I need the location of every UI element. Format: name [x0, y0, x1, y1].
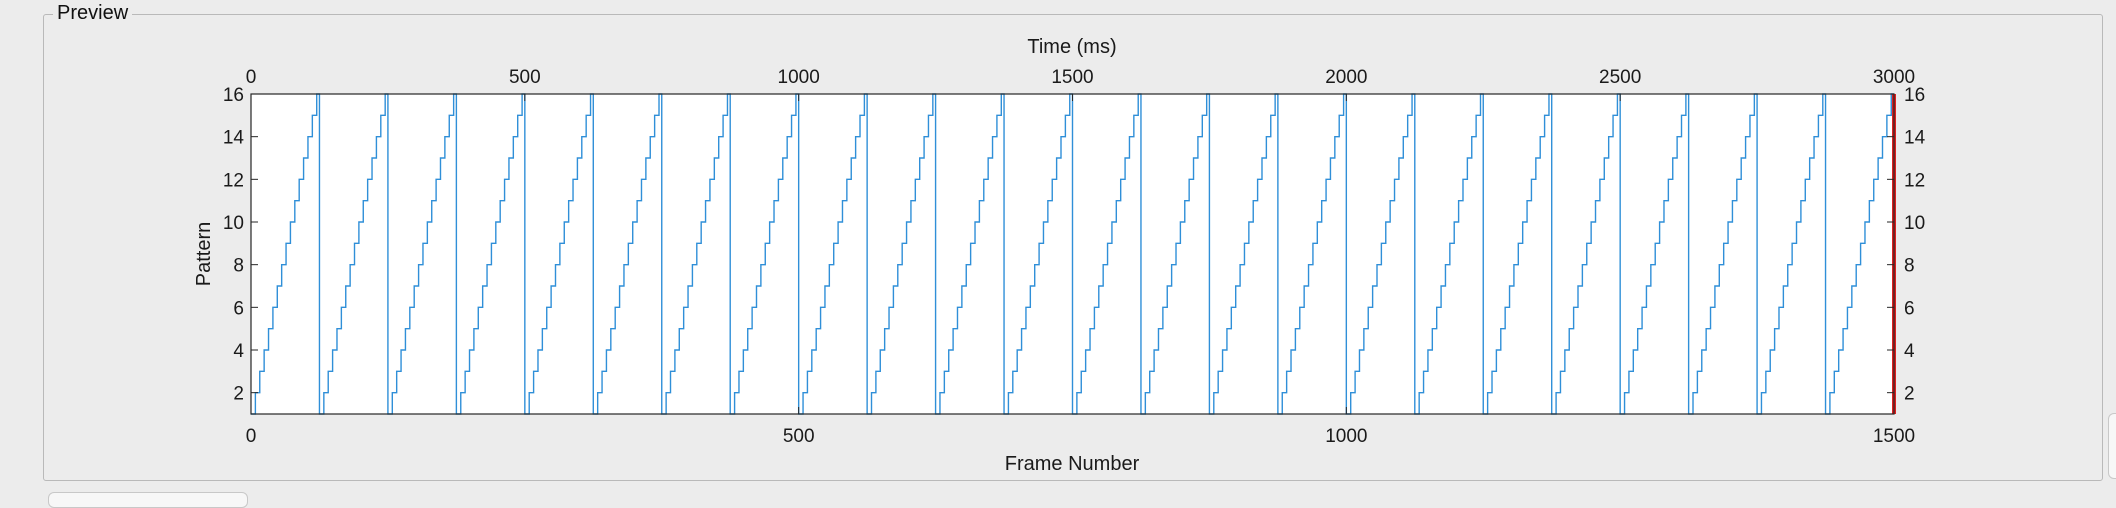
x2-tick-label: 1500 [1051, 67, 1093, 88]
y2-tick-label: 8 [1904, 256, 1915, 277]
x-axis-label: Frame Number [1005, 453, 1140, 475]
y2-tick-label: 2 [1904, 384, 1915, 405]
y-tick-label: 8 [233, 256, 244, 277]
y2-tick-label: 6 [1904, 298, 1915, 319]
y-tick-label: 2 [233, 384, 244, 405]
x-tick-label: 0 [246, 426, 257, 447]
x-tick-label: 500 [783, 426, 815, 447]
y2-tick-label: 16 [1904, 85, 1925, 106]
x-tick-label: 1500 [1873, 426, 1915, 447]
y2-tick-label: 4 [1904, 341, 1915, 362]
preview-panel [43, 14, 2103, 481]
y2-tick-label: 10 [1904, 213, 1925, 234]
y-axis-label: Pattern [193, 222, 215, 286]
y2-tick-label: 12 [1904, 170, 1925, 191]
y-tick-label: 4 [233, 341, 244, 362]
x2-tick-label: 2000 [1325, 67, 1367, 88]
y-tick-label: 14 [223, 128, 245, 149]
y2-tick-label: 14 [1904, 128, 1926, 149]
x2-tick-label: 0 [246, 67, 257, 88]
y-tick-label: 10 [223, 213, 244, 234]
y-tick-label: 12 [223, 170, 244, 191]
side-control-stub[interactable] [2108, 413, 2116, 479]
x2-tick-label: 500 [509, 67, 541, 88]
x-tick-label: 1000 [1325, 426, 1367, 447]
x2-axis-label: Time (ms) [1027, 36, 1116, 58]
panel-title: Preview [53, 0, 133, 26]
y-tick-label: 6 [233, 298, 244, 319]
pattern-series-line [251, 93, 1894, 415]
y-tick-label: 16 [223, 85, 244, 106]
x2-tick-label: 1000 [778, 67, 820, 88]
x2-tick-label: 3000 [1873, 67, 1915, 88]
ticks-layer: 0 500 1000 1500 0 500 1000 1500 2000 2500 3000 2 2 4 4… [223, 67, 1926, 447]
x2-tick-label: 2500 [1599, 67, 1641, 88]
